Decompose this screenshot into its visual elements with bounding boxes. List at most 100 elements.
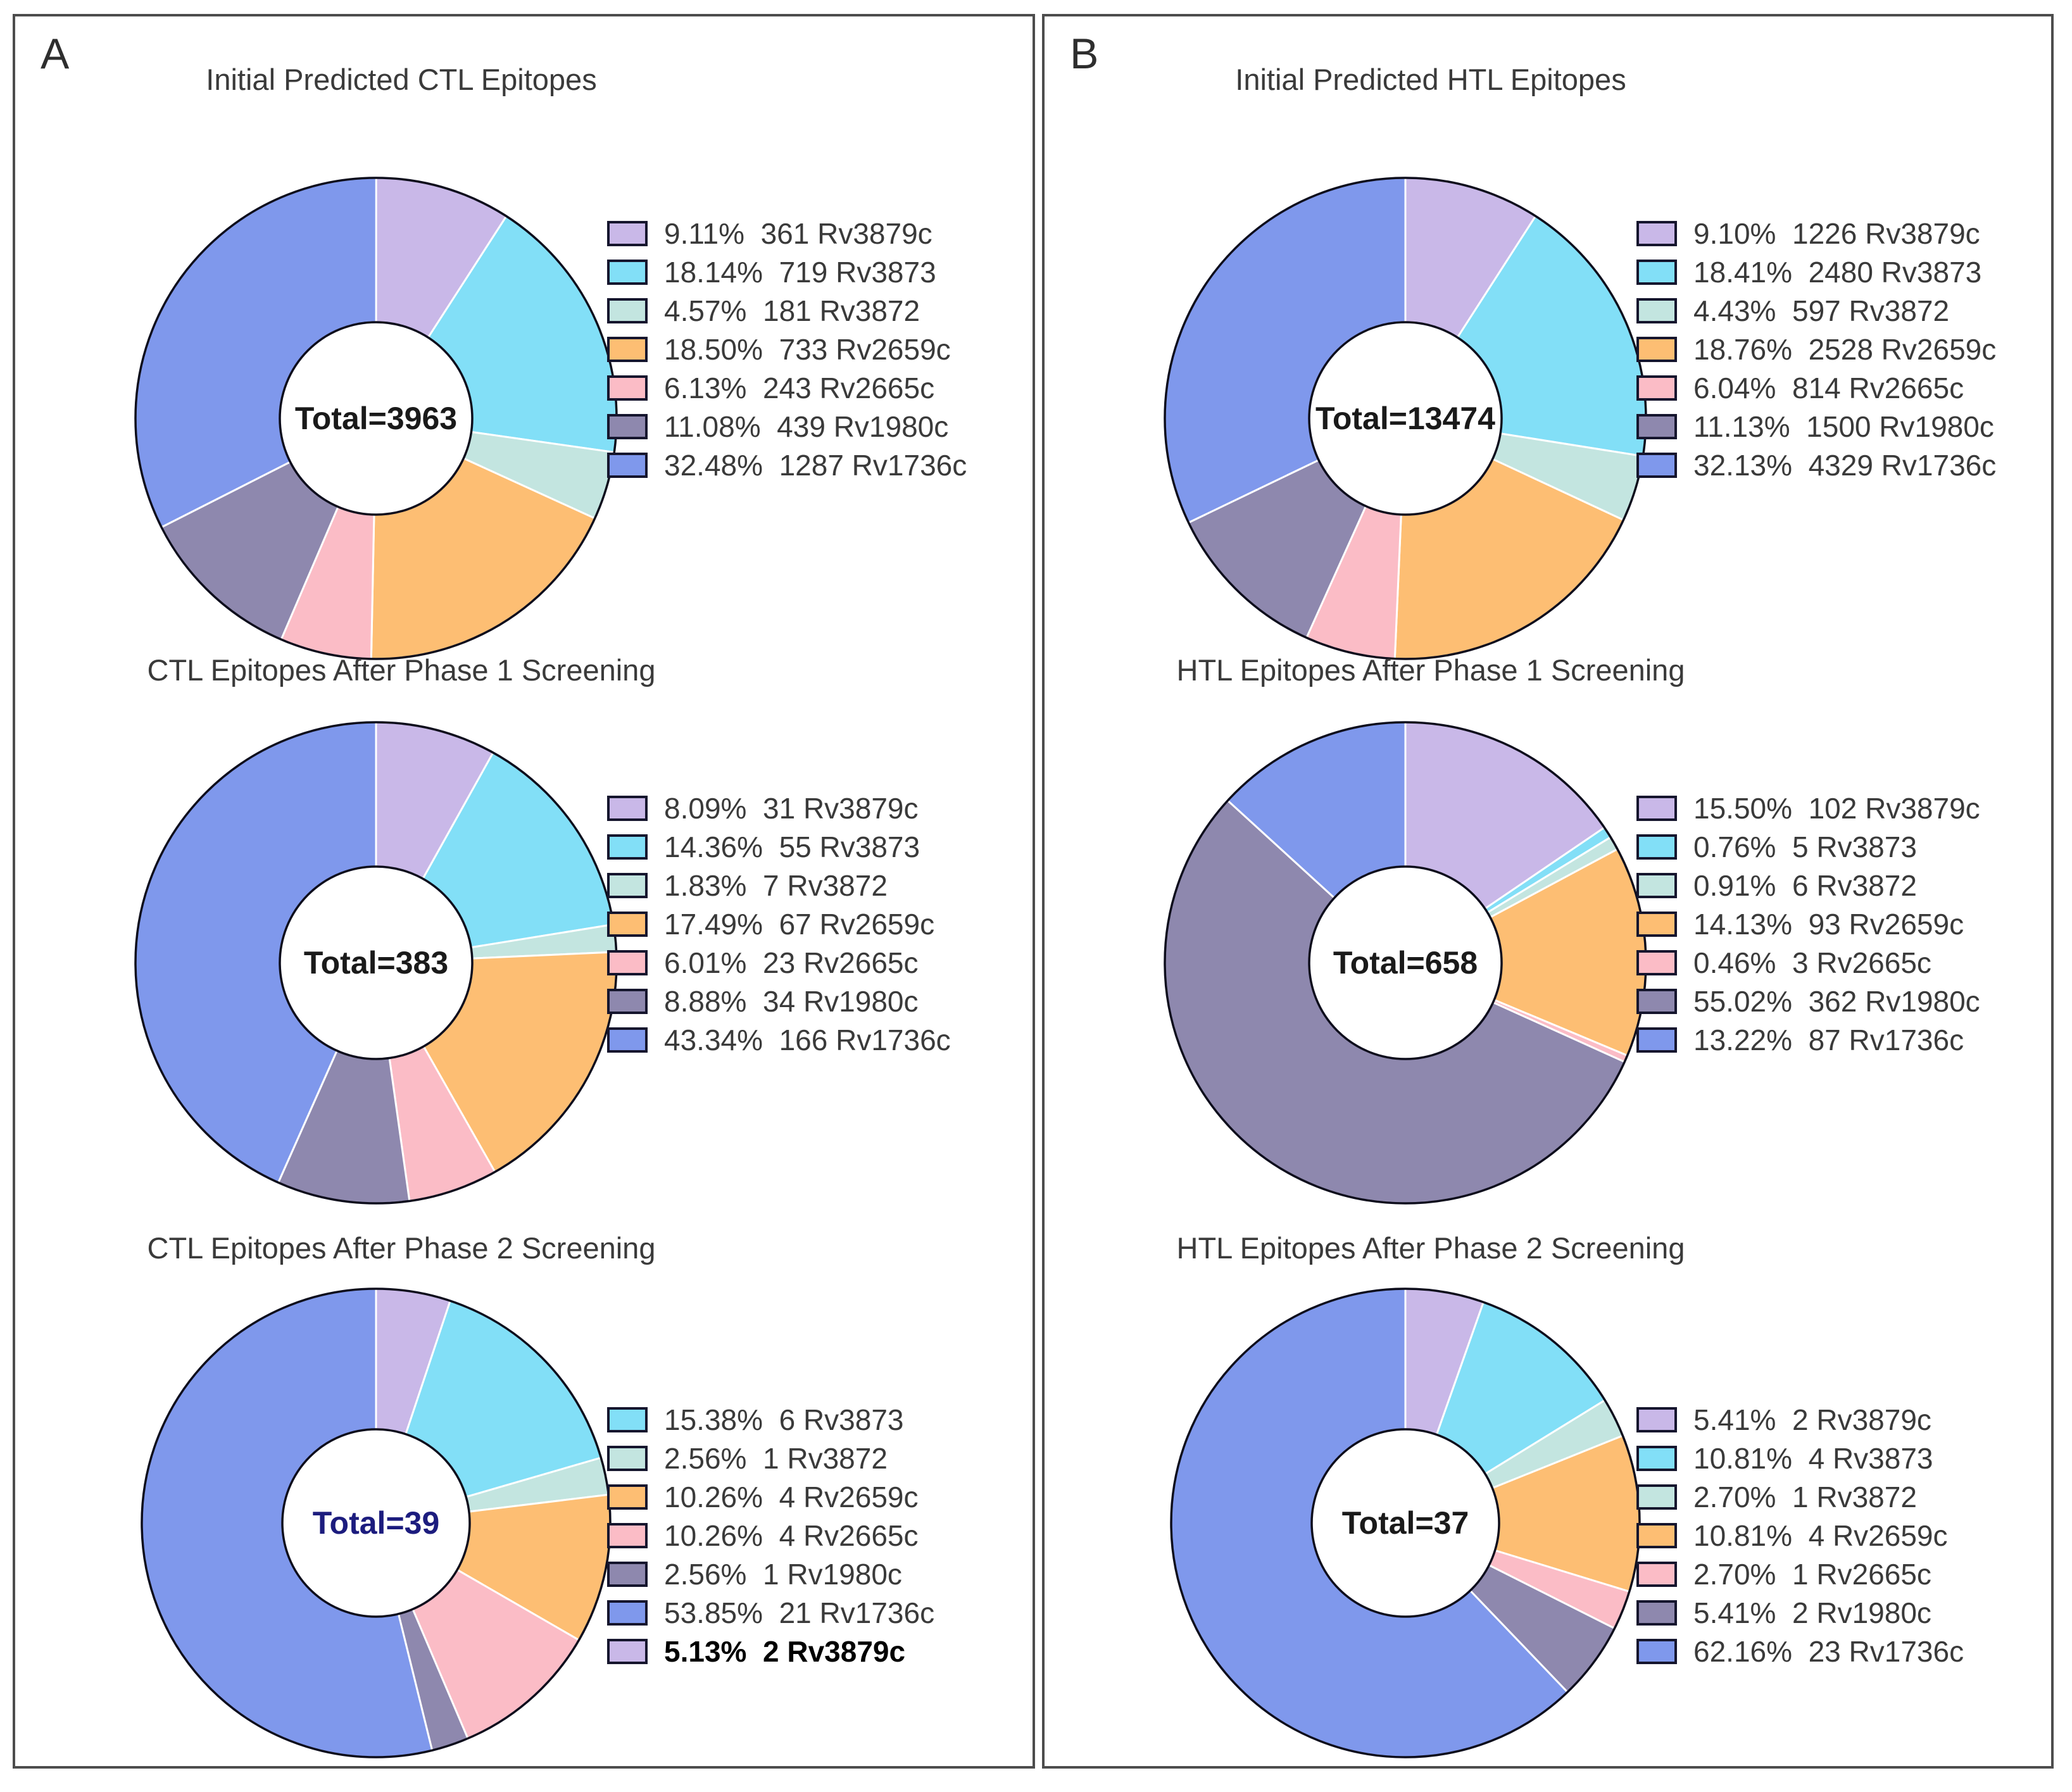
panel-a-label: A xyxy=(41,30,70,78)
legend-item-Rv3879c: 5.41% 2 Rv3879c xyxy=(1636,1400,1964,1439)
chart-initial-htl: Initial Predicted HTL Epitopes Total=134… xyxy=(1045,16,2051,1766)
legend-swatch-Rv2665c xyxy=(1636,949,1677,975)
legend-swatch-Rv1736c xyxy=(1636,1027,1677,1053)
legend-label: 14.13% 93 Rv2659c xyxy=(1693,907,1964,941)
total-label: Total=3963 xyxy=(294,401,458,436)
legend-swatch-Rv2659c xyxy=(607,911,648,937)
legend-swatch-Rv3879c xyxy=(607,1638,648,1664)
legend: 9.10% 1226 Rv3879c 18.41% 2480 Rv3873 4.43… xyxy=(1636,214,1996,484)
panel-b-label: B xyxy=(1070,30,1099,78)
legend-item-Rv3872: 0.91% 6 Rv3872 xyxy=(1636,866,1980,905)
legend-label: 10.81% 4 Rv3873 xyxy=(1693,1441,1933,1475)
legend-item-Rv1736c: 43.34% 166 Rv1736c xyxy=(607,1020,951,1059)
donut-chart xyxy=(141,1288,612,1758)
legend-item-Rv3879c: 9.10% 1226 Rv3879c xyxy=(1636,214,1996,253)
legend-item-Rv1736c: 53.85% 21 Rv1736c xyxy=(607,1593,934,1632)
legend-item-Rv2665c: 0.46% 3 Rv2665c xyxy=(1636,943,1980,982)
legend-swatch-Rv2659c xyxy=(1636,911,1677,937)
legend-item-Rv1736c: 13.22% 87 Rv1736c xyxy=(1636,1020,1980,1059)
donut-inner-ring xyxy=(1308,321,1503,516)
legend-swatch-Rv2665c xyxy=(607,375,648,401)
legend-label: 2.56% 1 Rv3872 xyxy=(664,1441,888,1475)
chart-htl-phase1: HTL Epitopes After Phase 1 Screening Tot… xyxy=(1045,16,2051,1766)
legend-swatch-Rv3879c xyxy=(607,795,648,821)
legend-swatch-Rv1736c xyxy=(607,1600,648,1626)
chart-htl-phase2: HTL Epitopes After Phase 2 Screening Tot… xyxy=(1045,16,2051,1766)
legend-label: 0.76% 5 Rv3873 xyxy=(1693,830,1917,863)
legend-swatch-Rv3879c xyxy=(607,220,648,246)
legend: 15.38% 6 Rv3873 2.56% 1 Rv3872 10.26% 4 Rv… xyxy=(607,1400,934,1670)
legend-label: 1.83% 7 Rv3872 xyxy=(664,868,888,902)
chart-title: HTL Epitopes After Phase 2 Screening xyxy=(1176,1231,1685,1265)
legend-label: 6.13% 243 Rv2665c xyxy=(664,371,935,404)
total-label: Total=13474 xyxy=(1315,401,1495,436)
legend-label: 2.70% 1 Rv3872 xyxy=(1693,1480,1917,1513)
legend-swatch-Rv2659c xyxy=(1636,336,1677,362)
chart-title: CTL Epitopes After Phase 1 Screening xyxy=(147,653,656,687)
legend-label: 18.41% 2480 Rv3873 xyxy=(1693,255,1982,289)
legend-item-Rv3872: 1.83% 7 Rv3872 xyxy=(607,866,951,905)
legend-item-Rv3873: 14.36% 55 Rv3873 xyxy=(607,827,951,866)
legend-swatch-Rv1980c xyxy=(1636,1600,1677,1626)
donut-chart xyxy=(1170,1288,1641,1758)
legend-item-Rv1736c: 62.16% 23 Rv1736c xyxy=(1636,1632,1964,1670)
donut-inner-ring xyxy=(279,321,474,516)
legend-swatch-Rv1736c xyxy=(1636,452,1677,478)
legend-swatch-Rv2659c xyxy=(607,1484,648,1510)
legend-label: 5.13% 2 Rv3879c xyxy=(664,1634,906,1668)
legend-label: 55.02% 362 Rv1980c xyxy=(1693,984,1980,1018)
legend-label: 6.01% 23 Rv2665c xyxy=(664,946,919,979)
legend-label: 8.09% 31 Rv3879c xyxy=(664,791,919,825)
legend-label: 32.48% 1287 Rv1736c xyxy=(664,448,967,482)
legend-swatch-Rv1736c xyxy=(607,1027,648,1053)
total-label: Total=658 xyxy=(1333,945,1478,981)
legend-label: 15.38% 6 Rv3873 xyxy=(664,1403,904,1436)
legend-item-Rv3873: 15.38% 6 Rv3873 xyxy=(607,1400,934,1439)
donut-inner-ring xyxy=(1308,865,1503,1060)
legend-label: 8.88% 34 Rv1980c xyxy=(664,984,919,1018)
legend-label: 62.16% 23 Rv1736c xyxy=(1693,1634,1964,1668)
donut-inner-ring xyxy=(1310,1428,1500,1618)
legend-label: 5.41% 2 Rv1980c xyxy=(1693,1596,1931,1629)
legend-item-Rv1980c: 11.08% 439 Rv1980c xyxy=(607,407,967,446)
legend-swatch-Rv1736c xyxy=(1636,1638,1677,1664)
chart-title: HTL Epitopes After Phase 1 Screening xyxy=(1176,653,1685,687)
legend-item-Rv3872: 4.57% 181 Rv3872 xyxy=(607,291,967,330)
legend-item-Rv3872: 2.70% 1 Rv3872 xyxy=(1636,1477,1964,1516)
legend-label: 10.26% 4 Rv2665c xyxy=(664,1519,919,1552)
legend-label: 14.36% 55 Rv3873 xyxy=(664,830,920,863)
legend-label: 53.85% 21 Rv1736c xyxy=(664,1596,935,1629)
legend-item-Rv1980c: 2.56% 1 Rv1980c xyxy=(607,1555,934,1593)
donut-inner-ring xyxy=(281,1428,471,1618)
donut-inner-ring xyxy=(279,865,474,1060)
legend-swatch-Rv3873 xyxy=(1636,1445,1677,1471)
chart-title: CTL Epitopes After Phase 2 Screening xyxy=(147,1231,656,1265)
legend-item-Rv2659c: 18.76% 2528 Rv2659c xyxy=(1636,330,1996,368)
legend-swatch-Rv3872 xyxy=(607,298,648,323)
legend-swatch-Rv1980c xyxy=(1636,413,1677,439)
total-label: Total=37 xyxy=(1341,1505,1469,1541)
legend-label: 2.56% 1 Rv1980c xyxy=(664,1557,902,1591)
legend-swatch-Rv1980c xyxy=(607,413,648,439)
total-label: Total=39 xyxy=(312,1505,440,1541)
legend-label: 4.57% 181 Rv3872 xyxy=(664,294,920,327)
chart-initial-ctl: Initial Predicted CTL Epitopes Total=396… xyxy=(15,16,1033,1766)
legend-item-Rv3872: 4.43% 597 Rv3872 xyxy=(1636,291,1996,330)
chart-title: Initial Predicted HTL Epitopes xyxy=(1235,63,1626,96)
legend-item-Rv1980c: 5.41% 2 Rv1980c xyxy=(1636,1593,1964,1632)
legend: 5.41% 2 Rv3879c 10.81% 4 Rv3873 2.70% 1 Rv… xyxy=(1636,1400,1964,1670)
donut-chart xyxy=(1164,721,1647,1205)
donut-chart xyxy=(134,721,618,1205)
chart-ctl-phase2: CTL Epitopes After Phase 2 Screening Tot… xyxy=(15,16,1033,1766)
legend-swatch-Rv2665c xyxy=(607,1522,648,1548)
legend-label: 11.13% 1500 Rv1980c xyxy=(1693,410,1994,443)
legend-item-Rv1980c: 55.02% 362 Rv1980c xyxy=(1636,982,1980,1020)
legend-swatch-Rv3879c xyxy=(1636,220,1677,246)
legend-item-Rv2665c: 2.70% 1 Rv2665c xyxy=(1636,1555,1964,1593)
legend-label: 9.11% 361 Rv3879c xyxy=(664,216,932,250)
legend-swatch-Rv2665c xyxy=(1636,1561,1677,1587)
legend-swatch-Rv1980c xyxy=(1636,988,1677,1014)
legend-label: 2.70% 1 Rv2665c xyxy=(1693,1557,1931,1591)
legend-swatch-Rv3873 xyxy=(607,259,648,285)
